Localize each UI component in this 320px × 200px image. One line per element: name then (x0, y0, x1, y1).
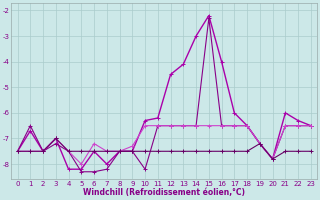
X-axis label: Windchill (Refroidissement éolien,°C): Windchill (Refroidissement éolien,°C) (83, 188, 245, 197)
